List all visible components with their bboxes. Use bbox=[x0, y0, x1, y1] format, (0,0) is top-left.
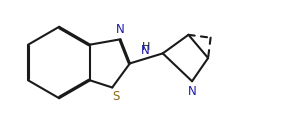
Text: H: H bbox=[142, 42, 151, 51]
Text: N: N bbox=[115, 23, 124, 36]
Text: S: S bbox=[112, 90, 119, 103]
Text: N: N bbox=[141, 44, 149, 57]
Text: N: N bbox=[188, 85, 196, 98]
